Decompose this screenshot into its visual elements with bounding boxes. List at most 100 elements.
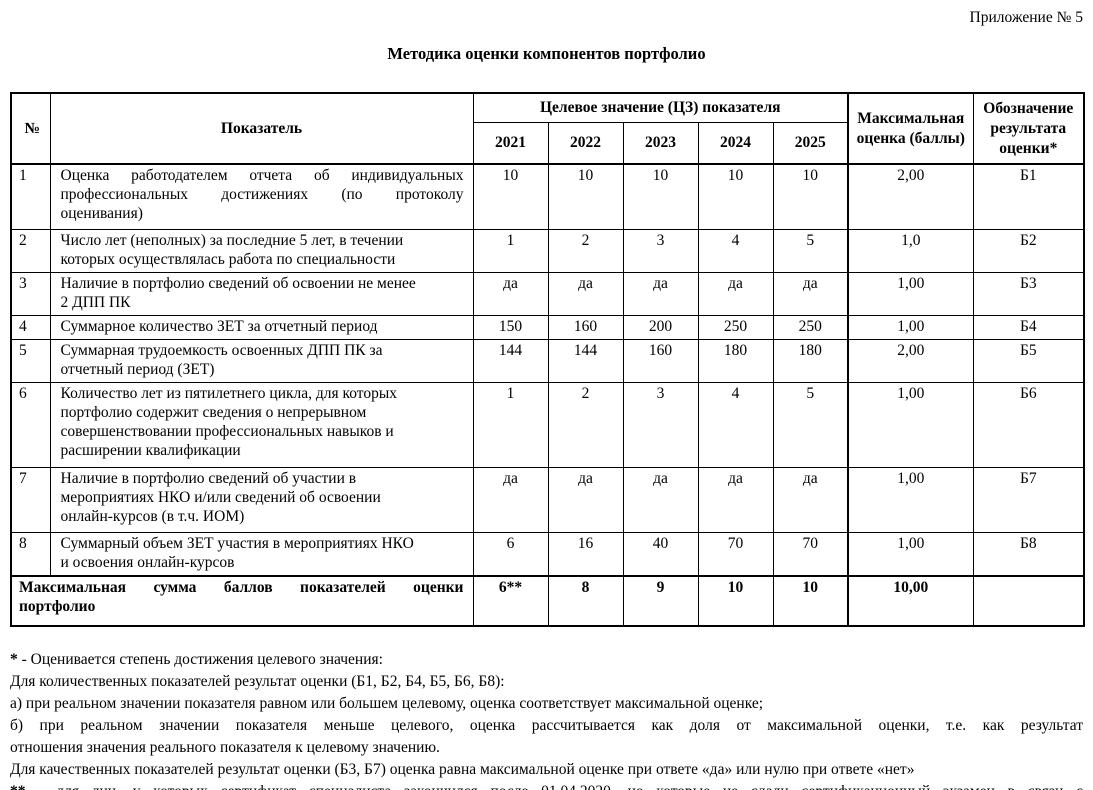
target-2022: 16 xyxy=(547,532,624,577)
col-header-max-score: Максимальная оценка (баллы) xyxy=(847,92,974,165)
total-2021: 6** xyxy=(472,575,549,627)
max-score-cell: 1,00 xyxy=(847,532,974,577)
row-number: 3 xyxy=(10,272,51,316)
result-code-cell: Б1 xyxy=(972,163,1085,230)
footnote-asterisk: * xyxy=(10,651,18,668)
target-2023: 10 xyxy=(622,163,699,230)
footnote-text: отношения значения реального показателя … xyxy=(10,739,440,756)
total-2025: 10 xyxy=(772,575,849,627)
footnote-text: - Оценивается степень достижения целевог… xyxy=(17,651,383,668)
result-code-cell: Б2 xyxy=(972,229,1085,273)
total-label: Максимальная сумма баллов показателей оц… xyxy=(10,575,474,627)
footnote-line: отношения значения реального показателя … xyxy=(10,737,1083,759)
footnote-asterisk: ** xyxy=(10,783,26,790)
footnote-line: Для количественных показателей результат… xyxy=(10,671,1083,693)
target-2025: 180 xyxy=(772,339,849,383)
table-header-row-2: 2021 2022 2023 2024 2025 xyxy=(11,122,1084,165)
footnote-text: Для количественных показателей результат… xyxy=(10,673,505,690)
target-2022: 2 xyxy=(547,382,624,468)
target-2024: 70 xyxy=(697,532,774,577)
table-row-1: 1 Оценка работодателем отчета об индивид… xyxy=(10,163,1085,230)
target-2025: да xyxy=(772,467,849,533)
target-2021: да xyxy=(472,467,549,533)
target-2024: 4 xyxy=(697,229,774,273)
footnote-line: * - Оценивается степень достижения целев… xyxy=(10,649,1083,671)
target-2023: 3 xyxy=(622,229,699,273)
target-2023: 160 xyxy=(622,339,699,383)
target-2024: да xyxy=(697,467,774,533)
table-row-8: 8 Суммарный объем ЗЕТ участия в мероприя… xyxy=(10,532,1085,577)
max-score-cell: 2,00 xyxy=(847,339,974,383)
target-2021: 1 xyxy=(472,382,549,468)
table-row-6: 6 Количество лет из пятилетнего цикла, д… xyxy=(10,382,1085,468)
footnote-line: а) при реальном значении показателя равн… xyxy=(10,693,1083,715)
indicator-cell: Число лет (неполных) за последние 5 лет,… xyxy=(49,229,474,273)
total-result-code xyxy=(972,575,1085,627)
table-row-3: 3 Наличие в портфолио сведений об освоен… xyxy=(10,272,1085,316)
row-number: 8 xyxy=(10,532,51,577)
footnote-line: б) при реальном значении показателя мень… xyxy=(10,715,1083,737)
target-2022: 10 xyxy=(547,163,624,230)
result-code-cell: Б8 xyxy=(972,532,1085,577)
result-code-cell: Б5 xyxy=(972,339,1085,383)
indicator-cell: Суммарное количество ЗЕТ за отчетный пер… xyxy=(49,315,474,340)
target-2025: 250 xyxy=(772,315,849,340)
indicator-cell: Оценка работодателем отчета об индивидуа… xyxy=(49,163,474,230)
target-2023: да xyxy=(622,272,699,316)
target-2024: 180 xyxy=(697,339,774,383)
col-header-year-2022: 2022 xyxy=(547,122,624,165)
target-2023: 200 xyxy=(622,315,699,340)
result-code-cell: Б4 xyxy=(972,315,1085,340)
max-score-cell: 1,00 xyxy=(847,382,974,468)
row-number: 2 xyxy=(10,229,51,273)
target-2022: да xyxy=(547,467,624,533)
max-score-cell: 1,00 xyxy=(847,272,974,316)
table-row-2: 2 Число лет (неполных) за последние 5 ле… xyxy=(10,229,1085,273)
target-2023: 3 xyxy=(622,382,699,468)
target-2022: 2 xyxy=(547,229,624,273)
max-score-cell: 1,00 xyxy=(847,315,974,340)
col-header-designation: Обозначение результата оценки* xyxy=(972,92,1085,165)
target-2025: 5 xyxy=(772,229,849,273)
target-2025: 5 xyxy=(772,382,849,468)
table-total-row: Максимальная сумма баллов показателей оц… xyxy=(10,575,1085,627)
footnote-text: Для качественных показателей результат о… xyxy=(10,761,915,778)
target-2023: да xyxy=(622,467,699,533)
target-2021: да xyxy=(472,272,549,316)
indicator-cell: Наличие в портфолио сведений об участии … xyxy=(49,467,474,533)
page-title: Методика оценки компонентов портфолио xyxy=(387,44,706,63)
col-header-year-2025: 2025 xyxy=(772,122,849,165)
footnote-text: а) при реальном значении показателя равн… xyxy=(10,695,764,712)
portfolio-evaluation-table: № Показатель Целевое значение (ЦЗ) показ… xyxy=(10,92,1086,627)
target-2022: 144 xyxy=(547,339,624,383)
row-number: 4 xyxy=(10,315,51,340)
footnote-line: ** - для лиц, у которых сертификат специ… xyxy=(10,781,1083,790)
result-code-cell: Б7 xyxy=(972,467,1085,533)
total-2022: 8 xyxy=(547,575,624,627)
target-2021: 10 xyxy=(472,163,549,230)
target-2024: да xyxy=(697,272,774,316)
target-2021: 1 xyxy=(472,229,549,273)
target-2022: 160 xyxy=(547,315,624,340)
indicator-cell: Наличие в портфолио сведений об освоении… xyxy=(49,272,474,316)
appendix-label: Приложение № 5 xyxy=(969,9,1083,26)
footnote-text: б) при реальном значении показателя мень… xyxy=(10,717,1083,734)
max-score-cell: 1,00 xyxy=(847,467,974,533)
row-number: 1 xyxy=(10,163,51,230)
indicator-cell: Суммарная трудоемкость освоенных ДПП ПК … xyxy=(49,339,474,383)
target-2024: 10 xyxy=(697,163,774,230)
col-header-num: № xyxy=(10,92,51,165)
col-header-year-2023: 2023 xyxy=(622,122,699,165)
col-header-year-2024: 2024 xyxy=(697,122,774,165)
result-code-cell: Б3 xyxy=(972,272,1085,316)
target-2021: 6 xyxy=(472,532,549,577)
indicator-cell: Количество лет из пятилетнего цикла, для… xyxy=(49,382,474,468)
col-header-indicator: Показатель xyxy=(49,92,474,165)
result-code-cell: Б6 xyxy=(972,382,1085,468)
target-2025: 70 xyxy=(772,532,849,577)
indicator-cell: Суммарный объем ЗЕТ участия в мероприяти… xyxy=(49,532,474,577)
target-2025: 10 xyxy=(772,163,849,230)
table-header-row-1: № Показатель Целевое значение (ЦЗ) показ… xyxy=(10,92,1085,165)
target-2022: да xyxy=(547,272,624,316)
